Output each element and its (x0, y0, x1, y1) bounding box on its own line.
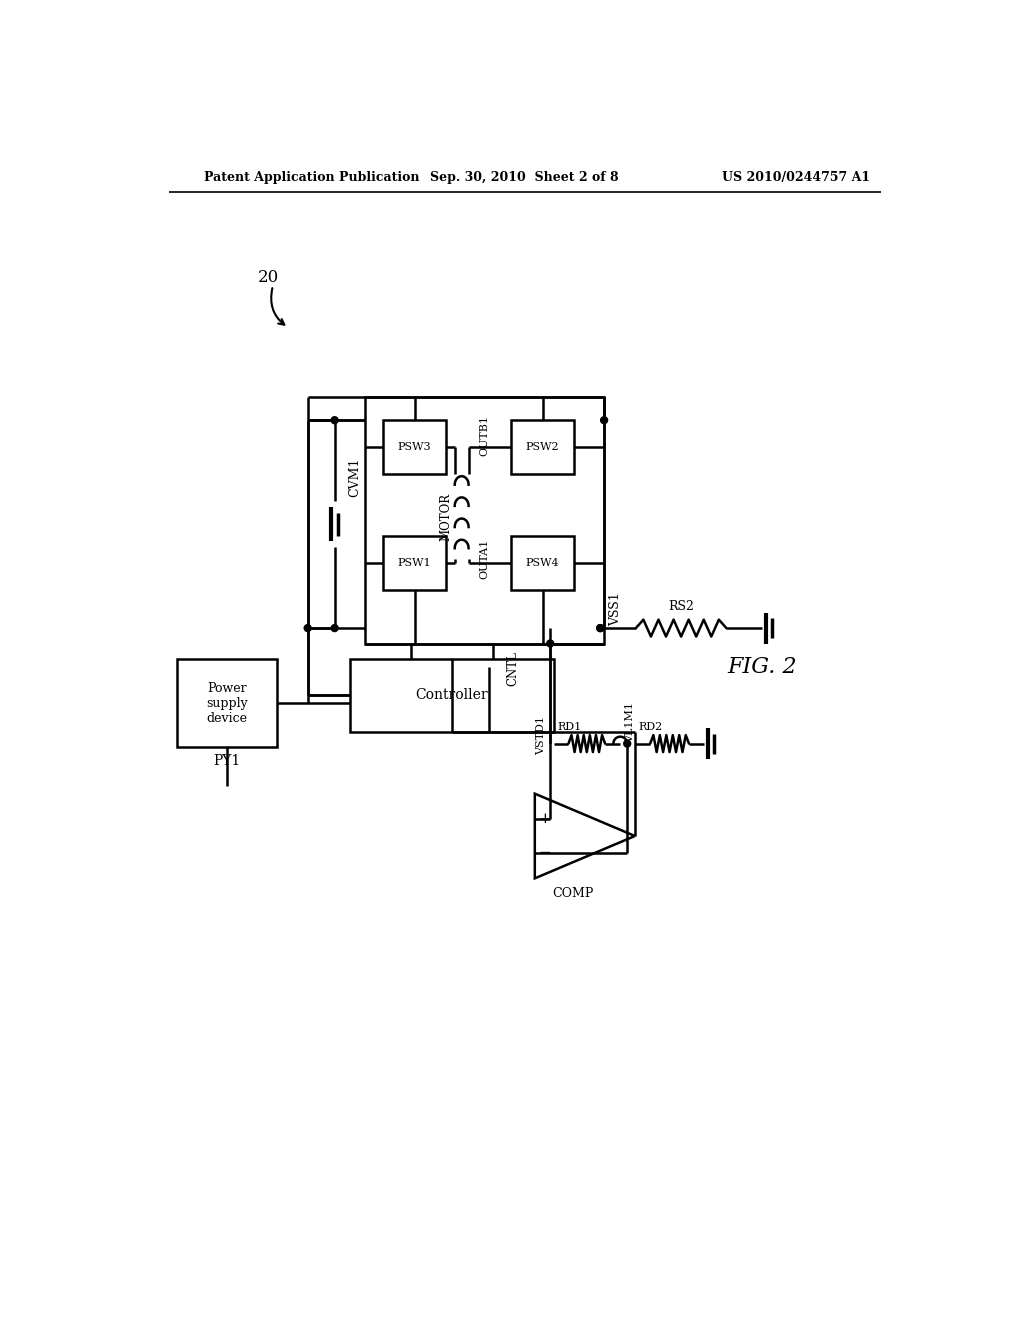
Text: PSW2: PSW2 (525, 442, 559, 453)
Bar (177, 659, 276, 747)
Text: VSTD1: VSTD1 (537, 717, 547, 755)
Polygon shape (535, 793, 635, 878)
Text: PSW3: PSW3 (398, 442, 431, 453)
Text: Controller: Controller (416, 689, 488, 702)
Text: PSW4: PSW4 (525, 557, 559, 568)
Bar (511, 536, 574, 590)
Text: Power
supply
device: Power supply device (206, 681, 248, 725)
Text: OUTA1: OUTA1 (480, 539, 489, 579)
Text: Patent Application Publication: Patent Application Publication (204, 172, 419, 185)
Text: +: + (539, 812, 551, 826)
Circle shape (331, 624, 338, 631)
Circle shape (597, 624, 604, 631)
Text: VSS1: VSS1 (609, 591, 623, 626)
Text: MOTOR: MOTOR (439, 492, 453, 540)
Circle shape (601, 417, 607, 424)
Circle shape (547, 640, 554, 647)
Text: −: − (539, 846, 551, 859)
Text: 20: 20 (258, 269, 279, 286)
Text: PSW1: PSW1 (398, 557, 431, 568)
Text: Sep. 30, 2010  Sheet 2 of 8: Sep. 30, 2010 Sheet 2 of 8 (430, 172, 620, 185)
Circle shape (597, 624, 604, 631)
Bar (511, 420, 574, 474)
Text: US 2010/0244757 A1: US 2010/0244757 A1 (722, 172, 869, 185)
Text: VL1M1: VL1M1 (625, 701, 635, 743)
Text: RD2: RD2 (638, 722, 663, 731)
Circle shape (304, 624, 311, 631)
Text: CVM1: CVM1 (348, 458, 361, 498)
Circle shape (624, 741, 631, 747)
Text: FIG. 2: FIG. 2 (727, 656, 797, 677)
Text: CNTL: CNTL (506, 651, 519, 685)
Bar (350, 659, 554, 733)
Bar (383, 536, 446, 590)
Bar (366, 397, 604, 644)
Text: OUTB1: OUTB1 (480, 414, 489, 457)
Text: RS2: RS2 (669, 601, 694, 612)
Text: COMP: COMP (553, 887, 594, 900)
Text: RD1: RD1 (557, 722, 582, 731)
Bar (383, 420, 446, 474)
Text: PY1: PY1 (213, 754, 241, 768)
Circle shape (331, 417, 338, 424)
